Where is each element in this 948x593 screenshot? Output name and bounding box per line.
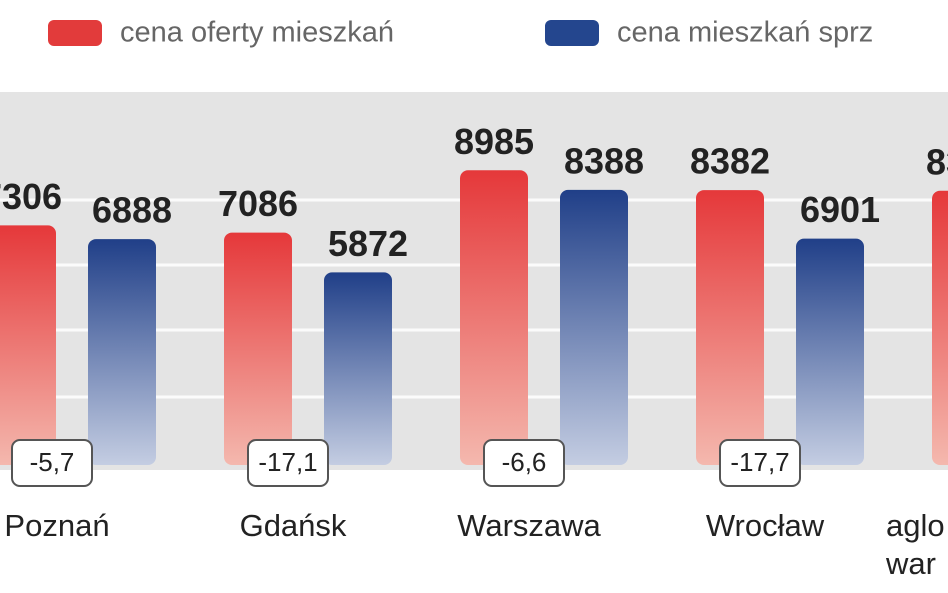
change-box	[719, 439, 801, 487]
bar	[560, 189, 628, 465]
legend-swatch	[48, 20, 102, 46]
x-tick-label: Wrocław	[706, 508, 825, 543]
x-tick-label: Warszawa	[457, 508, 601, 543]
x-tick-label: aglo war	[885, 508, 945, 581]
bar	[796, 238, 864, 465]
change-box	[483, 439, 565, 487]
change-label: -17,7	[730, 447, 789, 477]
bar	[0, 225, 56, 465]
change-label: -17,1	[258, 447, 317, 477]
x-tick-label: Gdańsk	[240, 508, 347, 543]
bar	[696, 190, 764, 465]
bar	[88, 239, 156, 465]
change-box	[247, 439, 329, 487]
change-label: -5,7	[30, 447, 75, 477]
value-label: 7306	[0, 176, 62, 217]
bar	[324, 272, 392, 465]
value-label: 6901	[800, 189, 880, 230]
x-tick-label: Poznań	[4, 508, 109, 543]
legend-label: cena oferty mieszkań	[120, 17, 394, 49]
bar	[224, 232, 292, 465]
legend-swatch	[545, 20, 599, 46]
bar	[460, 170, 528, 466]
bar	[932, 190, 948, 465]
value-label: 8360	[926, 141, 948, 182]
change-box	[11, 439, 93, 487]
value-label: 8388	[564, 140, 644, 181]
value-label: 7086	[218, 183, 298, 224]
value-label: 8382	[690, 141, 770, 182]
value-label: 5872	[328, 223, 408, 264]
change-label: -6,6	[502, 447, 547, 477]
value-label: 6888	[92, 190, 172, 231]
legend-label: cena mieszkań sprz	[617, 17, 873, 49]
value-label: 8985	[454, 121, 534, 162]
